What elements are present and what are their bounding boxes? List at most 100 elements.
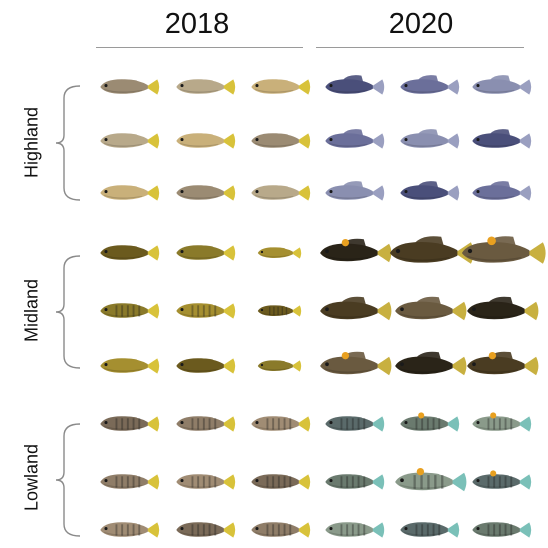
fish-bar [277, 524, 280, 536]
fish-specimen [400, 522, 460, 538]
fish-bar [510, 418, 513, 430]
fish-belly [180, 254, 219, 259]
fish-bar [132, 418, 135, 430]
fish-specimen [400, 412, 460, 432]
fish-body [467, 301, 525, 320]
fish-body [176, 133, 224, 148]
fish-eye [400, 478, 404, 483]
fish-spot [418, 412, 425, 419]
fish-body [472, 474, 520, 489]
fish-eye [255, 527, 259, 531]
fish-bar [420, 475, 423, 489]
fish-specimen [400, 75, 460, 95]
fish-bar [202, 476, 205, 488]
bracket-highland [55, 85, 81, 201]
fish-body [325, 522, 373, 537]
fish-dorsal-fin [268, 79, 290, 83]
fish-belly [471, 313, 518, 319]
column-rule-2020 [316, 47, 524, 48]
fish-specimen [395, 296, 467, 321]
fish-body [395, 301, 453, 320]
fish-body [176, 358, 224, 373]
fish-eye [255, 84, 259, 88]
fish-body [251, 522, 299, 537]
fish-dorsal-fin [268, 522, 290, 526]
fish-dorsal-fin [117, 245, 139, 249]
fish-dorsal-fin [417, 129, 439, 137]
fish-belly [180, 312, 219, 317]
fish-body [100, 416, 148, 431]
fish-belly [104, 483, 143, 488]
fish-tail [522, 356, 539, 376]
fish-tail [221, 474, 236, 490]
fish-bar [289, 476, 292, 488]
fish-tail [375, 243, 392, 263]
fish-bar [346, 418, 349, 430]
fish-bar [340, 476, 343, 488]
fish-bar [138, 524, 141, 536]
fish-belly [329, 194, 368, 199]
fish-specimen [320, 296, 392, 321]
fish-tail [291, 360, 302, 372]
fish-specimen [251, 79, 311, 95]
fish-bar [438, 418, 441, 430]
fish-bar [351, 476, 354, 488]
fish-specimen [100, 79, 160, 95]
fish-belly [180, 367, 219, 372]
fish-eye [404, 190, 408, 194]
fish-dorsal-fin [270, 247, 286, 250]
fish-belly [104, 531, 143, 536]
fish-eye [404, 527, 408, 531]
fish-eye [104, 308, 108, 312]
fish-specimen [257, 247, 302, 259]
fish-bar [363, 524, 366, 536]
fish-eye [476, 527, 480, 531]
fish-belly [255, 531, 294, 536]
fish-bar [357, 418, 360, 430]
fish-bar [510, 524, 513, 536]
fish-eye [180, 250, 184, 254]
fish-belly [399, 368, 446, 374]
fish-eye [104, 363, 108, 367]
fish-belly [404, 531, 443, 536]
fish-bar [121, 476, 124, 488]
fish-tail [450, 472, 467, 492]
fish-tail [370, 522, 385, 538]
fish-bar [197, 418, 200, 430]
fish-belly [324, 313, 371, 319]
fish-specimen [467, 296, 539, 321]
fish-tail [145, 474, 160, 490]
fish-dorsal-fin [193, 303, 215, 307]
fish-specimen [325, 474, 385, 490]
fish-tail [145, 133, 160, 149]
fish-eye [260, 363, 264, 367]
fish-eye [180, 363, 184, 367]
fish-tail [221, 522, 236, 538]
fish-bar [441, 475, 444, 489]
fish-belly [476, 194, 515, 199]
fish-bar [432, 524, 435, 536]
fish-specimen [472, 412, 532, 432]
fish-eye [260, 308, 264, 312]
fish-specimen [176, 303, 236, 319]
fish-bar [121, 418, 124, 430]
fish-belly [476, 88, 515, 93]
fish-dorsal-fin [193, 474, 215, 478]
fish-bar [214, 476, 217, 488]
fish-belly [329, 483, 368, 488]
fish-tail [296, 79, 311, 95]
fish-specimen [251, 133, 311, 149]
fish-spot [490, 470, 497, 477]
fish-belly [476, 142, 515, 147]
fish-specimen [176, 133, 236, 149]
fish-belly [180, 194, 219, 199]
fish-bar [510, 476, 513, 488]
fish-tail [370, 416, 385, 432]
fish-tail [296, 522, 311, 538]
fish-specimen [176, 416, 236, 432]
fish-body [100, 358, 148, 373]
fish-eye [329, 479, 333, 483]
fish-bar [121, 305, 124, 317]
fish-body [320, 243, 378, 262]
